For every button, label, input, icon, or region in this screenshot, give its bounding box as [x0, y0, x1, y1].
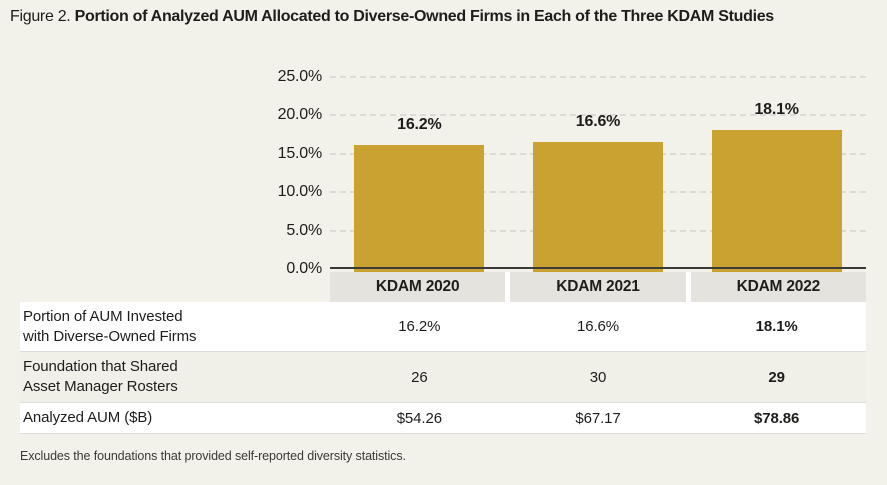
cell-value: $78.86 — [754, 409, 800, 427]
cell-value: 16.2% — [398, 318, 441, 335]
cell-value: 18.1% — [755, 318, 798, 335]
figure-title-text: Portion of Analyzed AUM Allocated to Div… — [74, 8, 775, 25]
figure-title: Figure 2. Portion of Analyzed AUM Alloca… — [10, 8, 885, 26]
bar — [354, 144, 485, 272]
column-header-cell: KDAM 2020 — [330, 272, 506, 302]
y-axis-tick-label: 20.0% — [277, 106, 323, 124]
cell-value: 29 — [768, 368, 785, 386]
bar — [711, 129, 842, 272]
row-label: Analyzed AUM ($B) — [23, 409, 153, 426]
cell-value: 30 — [589, 368, 607, 386]
x-axis-line — [330, 267, 866, 269]
y-axis-tick-label: 5.0% — [286, 221, 322, 239]
row-label: Portion of AUM Invested with Diverse-Owne… — [23, 307, 197, 345]
row-label: Foundation that Shared Asset Manager Rost… — [23, 358, 178, 395]
cell-value: 16.6% — [576, 318, 620, 335]
column-header-cell: KDAM 2021 — [510, 272, 686, 302]
column-header-cell: KDAM 2022 — [690, 272, 866, 302]
x-axis-category-band: KDAM 2020 KDAM 2021 KDAM 2022 — [330, 272, 866, 302]
table-row: Foundation that Shared Asset Manager Rost… — [20, 352, 866, 402]
gridline — [330, 76, 866, 78]
gridline — [330, 114, 866, 117]
y-axis-tick-label: 15.0% — [277, 144, 323, 162]
y-axis-tick-label: 10.0% — [277, 183, 323, 201]
bar-value-label: 16.6% — [575, 112, 621, 130]
cell-value: $67.17 — [575, 409, 621, 427]
y-axis-tick-label: 0.0% — [286, 260, 322, 277]
footnote: Excludes the foundations that provided s… — [20, 449, 406, 463]
bar-value-label: 16.2% — [397, 115, 442, 133]
figure-number: Figure 2. — [10, 8, 75, 25]
cell-value: $54.26 — [396, 409, 442, 427]
cell-value: 26 — [411, 368, 428, 386]
y-axis-tick-label: 25.0% — [277, 68, 323, 85]
table-row: Analyzed AUM ($B) $54.26 $67.17 $78.86 — [20, 402, 866, 434]
bar — [533, 141, 663, 272]
table-row: Portion of AUM Invested with Diverse-Owne… — [20, 302, 866, 352]
bar-value-label: 18.1% — [754, 100, 799, 118]
